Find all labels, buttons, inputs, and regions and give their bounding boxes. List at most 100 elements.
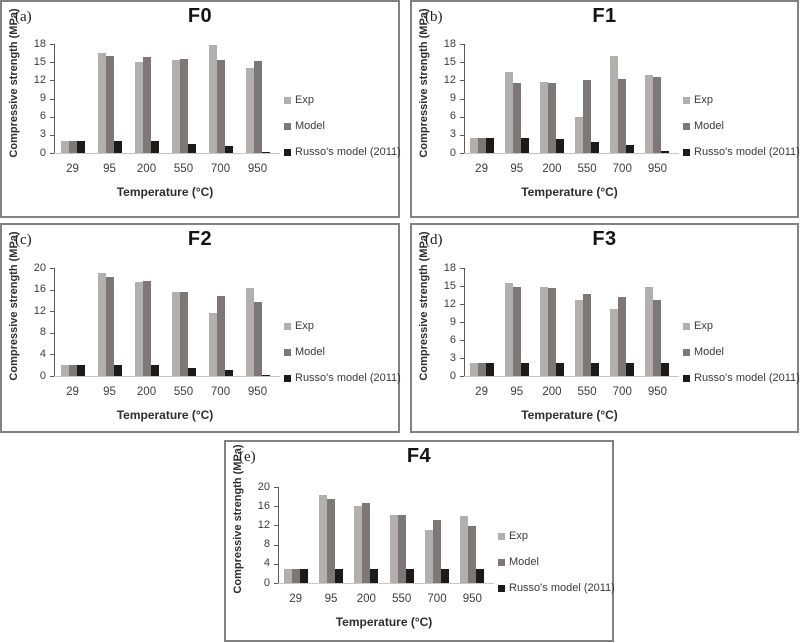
x-tick-label: 550 bbox=[577, 386, 597, 398]
bar-model-200 bbox=[142, 56, 151, 153]
y-axis-line bbox=[54, 268, 55, 377]
bar-exp-200 bbox=[354, 505, 363, 583]
y-tick-mark bbox=[460, 340, 464, 341]
bar-russo-200 bbox=[370, 568, 379, 583]
bar-model-950 bbox=[653, 77, 662, 153]
y-tick-mark bbox=[460, 98, 464, 100]
legend-label: Exp bbox=[694, 320, 713, 332]
y-tick-mark bbox=[50, 376, 54, 377]
legend-swatch-russo bbox=[683, 374, 690, 382]
y-tick-label: 3 bbox=[449, 128, 456, 141]
x-tick-label: 200 bbox=[542, 163, 562, 175]
legend-item: Russo's model (2011) bbox=[284, 372, 401, 384]
bar-russo-200 bbox=[150, 140, 159, 153]
bar-model-700 bbox=[433, 520, 441, 583]
x-axis-title: Temperature (°C) bbox=[521, 408, 618, 422]
bar-model-700 bbox=[618, 296, 627, 376]
legend-item: Exp bbox=[683, 94, 713, 106]
bar-exp-95 bbox=[97, 273, 106, 376]
bar-russo-550 bbox=[591, 362, 600, 376]
bar-exp-550 bbox=[171, 60, 180, 153]
y-tick-mark bbox=[50, 311, 54, 313]
bar-model-550 bbox=[179, 291, 188, 376]
bar-exp-950 bbox=[245, 287, 254, 376]
bar-model-700 bbox=[216, 59, 225, 153]
bar-model-29 bbox=[68, 364, 77, 376]
panel-letter: (c) bbox=[15, 232, 32, 248]
legend-label: Russo's model (2011) bbox=[694, 146, 800, 158]
legend-label: Exp bbox=[509, 530, 528, 542]
x-tick-label: 29 bbox=[475, 163, 488, 175]
y-tick-label: 12 bbox=[443, 73, 456, 86]
bar-russo-550 bbox=[187, 143, 196, 153]
y-tick-label: 6 bbox=[39, 110, 46, 123]
y-tick-mark bbox=[460, 80, 464, 82]
bar-russo-550 bbox=[405, 568, 414, 583]
bar-exp-29 bbox=[283, 568, 292, 583]
bar-russo-950 bbox=[661, 151, 670, 153]
legend-swatch-russo bbox=[284, 374, 291, 382]
x-tick-label: 550 bbox=[577, 163, 597, 175]
legend-swatch-exp bbox=[284, 96, 291, 104]
bar-model-550 bbox=[583, 294, 592, 376]
x-tick-label: 700 bbox=[612, 163, 632, 175]
y-tick-mark bbox=[274, 563, 278, 565]
y-tick-label: 0 bbox=[39, 369, 46, 382]
x-axis-title: Temperature (°C) bbox=[335, 615, 433, 629]
bar-model-29 bbox=[477, 138, 486, 153]
legend-swatch-model bbox=[683, 122, 690, 130]
bar-exp-200 bbox=[134, 281, 143, 376]
x-axis-line bbox=[278, 583, 494, 584]
y-axis-title: Compressive strength (MPa) bbox=[8, 7, 20, 158]
y-tick-label: 16 bbox=[33, 283, 46, 296]
y-tick-mark bbox=[460, 304, 464, 305]
y-tick-label: 9 bbox=[39, 92, 46, 104]
bar-exp-950 bbox=[645, 74, 654, 153]
legend-item: Exp bbox=[284, 94, 314, 106]
legend-item: Model bbox=[498, 556, 539, 568]
x-tick-label: 700 bbox=[210, 163, 231, 175]
bar-russo-550 bbox=[591, 142, 600, 153]
bar-exp-950 bbox=[645, 287, 654, 376]
legend-swatch-exp bbox=[498, 532, 505, 540]
y-tick-mark bbox=[460, 62, 464, 64]
y-tick-mark bbox=[50, 62, 54, 64]
bar-russo-950 bbox=[476, 568, 485, 583]
bar-model-29 bbox=[291, 568, 300, 583]
x-tick-label: 200 bbox=[136, 163, 157, 175]
y-tick-label: 12 bbox=[257, 518, 270, 531]
x-axis-title: Temperature (°C) bbox=[116, 408, 214, 422]
x-tick-label: 29 bbox=[289, 593, 303, 605]
bar-russo-95 bbox=[113, 140, 122, 153]
y-tick-label: 12 bbox=[443, 297, 456, 310]
legend-label: Russo's model (2011) bbox=[295, 146, 401, 158]
bar-exp-950 bbox=[245, 68, 254, 153]
chart-title: F1 bbox=[592, 5, 617, 27]
chart-title: F0 bbox=[187, 5, 213, 27]
y-tick-label: 4 bbox=[39, 347, 46, 360]
y-tick-label: 6 bbox=[449, 333, 456, 346]
bar-exp-700 bbox=[610, 55, 619, 153]
bar-russo-29 bbox=[299, 568, 308, 583]
y-tick-label: 3 bbox=[39, 128, 46, 141]
y-tick-label: 8 bbox=[39, 326, 46, 339]
y-axis-line bbox=[54, 44, 55, 154]
y-tick-label: 9 bbox=[449, 315, 456, 328]
y-tick-mark bbox=[460, 44, 464, 45]
bar-exp-200 bbox=[539, 82, 548, 153]
bar-russo-95 bbox=[520, 362, 529, 376]
bar-exp-700 bbox=[610, 309, 619, 376]
y-tick-label: 18 bbox=[443, 37, 456, 50]
y-tick-label: 4 bbox=[263, 557, 270, 570]
bar-model-950 bbox=[253, 60, 262, 153]
y-axis-line bbox=[464, 268, 465, 377]
panel-letter: (e) bbox=[239, 449, 256, 465]
y-tick-label: 18 bbox=[443, 261, 456, 274]
y-tick-label: 15 bbox=[443, 55, 456, 68]
bar-exp-700 bbox=[425, 529, 433, 583]
bar-russo-200 bbox=[555, 139, 564, 153]
chart-title: F3 bbox=[592, 228, 617, 250]
y-tick-label: 12 bbox=[33, 73, 46, 86]
y-tick-mark bbox=[460, 358, 464, 359]
